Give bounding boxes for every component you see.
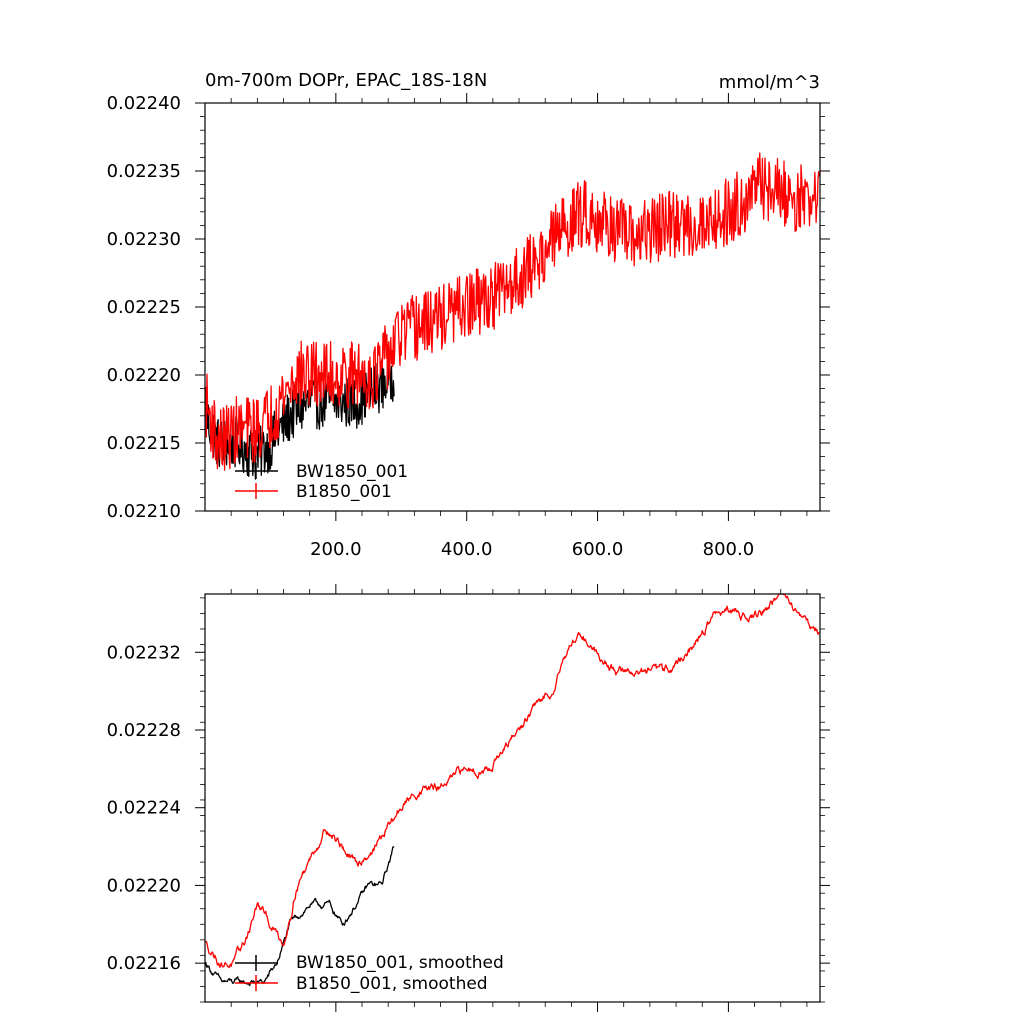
x-tick-label: 400.0	[441, 539, 493, 560]
bottom-chart: 0.02216 0.02220 0.02224 0.02228 0.02232 BW18…	[107, 584, 830, 1012]
chart-title: 0m-700m DOPr, EPAC_18S-18N	[205, 70, 487, 91]
series-line-bw1850-001-smoothed	[205, 845, 395, 987]
x-tick-label: 600.0	[572, 539, 624, 560]
series-lines	[205, 152, 820, 480]
axis-ticks: 0.02216 0.02220 0.02224 0.02228 0.02232	[107, 584, 830, 1012]
top-chart: 0m-700m DOPr, EPAC_18S-18N mmol/m^3 200.…	[107, 70, 830, 560]
legend-label-b1850: B1850_001	[296, 482, 392, 502]
legend-label-bw1850: BW1850_001	[296, 462, 408, 482]
series-line-b1850-001	[205, 152, 820, 471]
y-tick-label: 0.02232	[107, 642, 181, 663]
y-tick-label: 0.02220	[107, 875, 181, 896]
axis-ticks: 200.0 400.0 600.0 800.0 0.02210 0.02215 0.0222…	[107, 93, 830, 560]
legend: BW1850_001 B1850_001	[235, 462, 408, 502]
chart-units: mmol/m^3	[719, 72, 820, 93]
x-tick-label: 200.0	[310, 539, 362, 560]
legend: BW1850_001, smoothed B1850_001, smoothed	[235, 953, 504, 994]
legend-label-bw1850-smoothed: BW1850_001, smoothed	[296, 953, 504, 973]
y-tick-label: 0.02240	[107, 93, 181, 114]
series-lines	[205, 593, 820, 987]
series-line-b1850-001-smoothed	[205, 593, 820, 969]
y-tick-label: 0.02215	[107, 433, 181, 454]
y-tick-label: 0.02235	[107, 161, 181, 182]
legend-label-b1850-smoothed: B1850_001, smoothed	[296, 974, 488, 994]
plot-frame	[204, 593, 821, 1003]
y-tick-label: 0.02210	[107, 501, 181, 522]
y-tick-label: 0.02228	[107, 720, 181, 741]
y-tick-label: 0.02225	[107, 297, 181, 318]
x-tick-label: 800.0	[703, 539, 755, 560]
y-tick-label: 0.02230	[107, 229, 181, 250]
y-tick-label: 0.02216	[107, 953, 181, 974]
y-tick-label: 0.02220	[107, 365, 181, 386]
y-tick-label: 0.02224	[107, 798, 181, 819]
